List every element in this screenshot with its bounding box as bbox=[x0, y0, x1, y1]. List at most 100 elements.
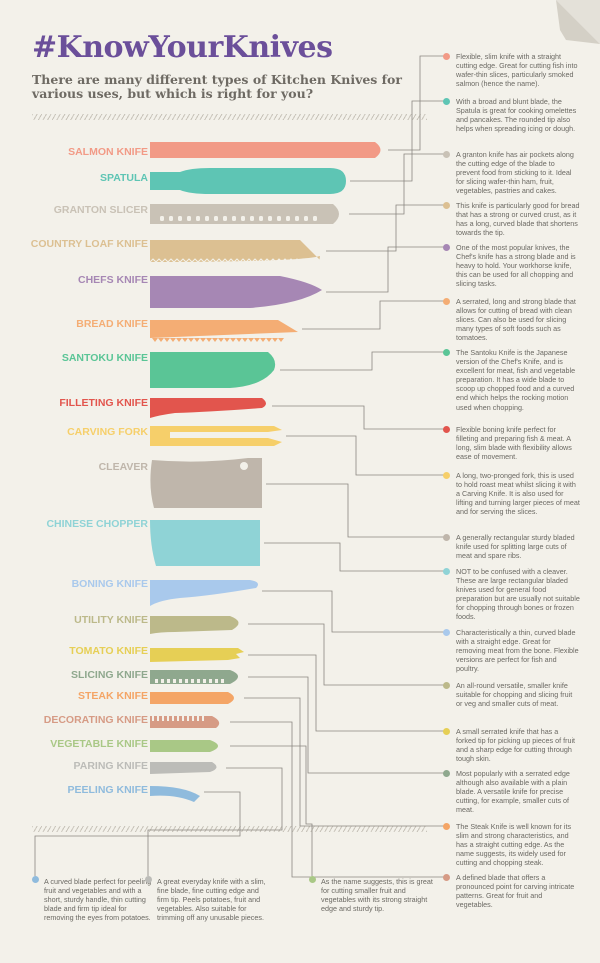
connector-line bbox=[388, 55, 444, 151]
knife-description: A defined blade that offers a pronounced… bbox=[456, 873, 575, 910]
connector-line bbox=[262, 590, 444, 633]
utility-knife-shape bbox=[150, 616, 239, 634]
connector-line bbox=[230, 721, 444, 878]
knife-description: The Santoku Knife is the Japanese versio… bbox=[456, 348, 576, 412]
boning-knife-shape bbox=[150, 580, 258, 606]
peeling-knife-shape bbox=[150, 786, 200, 802]
knife-description: One of the most popular knives, the Chef… bbox=[456, 243, 576, 289]
decorating-knife-shape bbox=[150, 716, 220, 728]
knife-label-country-loaf-knife: COUNTRY LOAF KNIFE bbox=[30, 238, 148, 250]
knife-description: A long, two-pronged fork, this is used t… bbox=[456, 471, 580, 517]
connector-line bbox=[248, 676, 444, 774]
knife-description: A granton knife has air pockets along th… bbox=[456, 150, 574, 196]
knife-description: The Steak Knife is well known for its sl… bbox=[456, 822, 572, 868]
knife-description: A generally rectangular sturdy bladed kn… bbox=[456, 533, 575, 561]
steak-knife-shape bbox=[150, 692, 234, 704]
knife-description: A small serrated knife that has a forked… bbox=[456, 727, 576, 764]
description-dot bbox=[443, 874, 450, 881]
connector-line bbox=[244, 697, 444, 827]
country-loaf-knife-shape bbox=[149, 240, 320, 263]
knife-label-chefs-knife: CHEFS KNIFE bbox=[77, 274, 148, 286]
description-dot bbox=[309, 876, 316, 883]
connector-line bbox=[147, 767, 283, 876]
knife-label-filleting-knife: FILLETING KNIFE bbox=[59, 397, 148, 409]
divider-bottom bbox=[32, 826, 427, 832]
description-dot bbox=[32, 876, 39, 883]
connector-line bbox=[266, 483, 444, 538]
description-dot bbox=[145, 876, 152, 883]
description-dot bbox=[443, 568, 450, 575]
carving-fork-shape bbox=[150, 426, 282, 446]
santoku-knife-shape bbox=[150, 352, 276, 388]
knife-label-tomato-knife: TOMATO KNIFE bbox=[69, 645, 148, 657]
connector-line bbox=[302, 300, 444, 330]
knife-description: NOT to be confused with a cleaver. These… bbox=[456, 567, 580, 622]
connector-line bbox=[230, 745, 313, 876]
knife-description: Most popularly with a serrated edge alth… bbox=[456, 769, 570, 815]
description-dot bbox=[443, 770, 450, 777]
knife-description: A serrated, long and strong blade that a… bbox=[456, 297, 576, 343]
bread-knife-shape bbox=[150, 320, 298, 342]
connector-line bbox=[349, 153, 444, 215]
knife-label-salmon-knife: SALMON KNIFE bbox=[68, 146, 148, 158]
knife-description: Characteristically a thin, curved blade … bbox=[456, 628, 579, 674]
description-dot bbox=[443, 629, 450, 636]
description-dot bbox=[443, 98, 450, 105]
divider-left bbox=[32, 114, 427, 120]
tomato-knife-shape bbox=[150, 648, 244, 662]
connector-line bbox=[272, 405, 444, 430]
vegetable-knife-shape bbox=[150, 740, 218, 752]
page-subtitle: There are many different types of Kitche… bbox=[32, 72, 402, 101]
knife-label-utility-knife: UTILITY KNIFE bbox=[74, 614, 148, 626]
knife-description: Flexible boning knife perfect for fillet… bbox=[456, 425, 572, 462]
connector-line bbox=[280, 351, 444, 371]
knife-label-spatula: SPATULA bbox=[99, 172, 148, 184]
knife-label-granton-slicer: GRANTON SLICER bbox=[53, 204, 148, 216]
knife-label-vegetable-knife: VEGETABLE KNIFE bbox=[50, 738, 148, 750]
description-dot bbox=[443, 426, 450, 433]
connector-line bbox=[34, 791, 241, 876]
description-dot bbox=[443, 202, 450, 209]
salmon-knife-shape bbox=[150, 142, 381, 158]
slicing-knife-shape bbox=[150, 670, 238, 684]
cleaver-shape bbox=[150, 458, 262, 508]
knife-description: A great everyday knife with a slim, fine… bbox=[157, 877, 266, 923]
description-dot bbox=[443, 151, 450, 158]
knife-description: As the name suggests, this is great for … bbox=[321, 877, 433, 914]
paring-knife-shape bbox=[150, 762, 217, 774]
description-dot bbox=[443, 349, 450, 356]
description-dot bbox=[443, 534, 450, 541]
knife-label-cleaver: CLEAVER bbox=[98, 461, 148, 473]
knife-label-carving-fork: CARVING FORK bbox=[67, 426, 148, 438]
page-fold-corner bbox=[556, 0, 600, 44]
knife-description: With a broad and blunt blade, the Spatul… bbox=[456, 97, 577, 134]
connector-line bbox=[286, 435, 444, 476]
description-dot bbox=[443, 472, 450, 479]
knife-label-decorating-knife: DECORATING KNIFE bbox=[43, 714, 148, 726]
knife-description: A curved blade perfect for peeling fruit… bbox=[44, 877, 152, 923]
spatula-shape bbox=[150, 168, 346, 194]
description-dot bbox=[443, 823, 450, 830]
knife-description: Flexible, slim knife with a straight cut… bbox=[456, 52, 578, 89]
connector-line bbox=[326, 246, 444, 293]
knife-label-paring-knife: PARING KNIFE bbox=[73, 760, 148, 772]
knife-label-bread-knife: BREAD KNIFE bbox=[76, 318, 148, 330]
knife-label-slicing-knife: SLICING KNIFE bbox=[70, 669, 148, 681]
description-dot bbox=[443, 728, 450, 735]
description-dot bbox=[443, 53, 450, 60]
filleting-knife-shape bbox=[150, 398, 266, 418]
connector-line bbox=[326, 204, 444, 252]
knife-label-peeling-knife: PEELING KNIFE bbox=[67, 784, 148, 796]
knife-description: An all-round versatile, smaller knife su… bbox=[456, 681, 573, 709]
description-dot bbox=[443, 298, 450, 305]
connector-line bbox=[350, 100, 444, 182]
knife-label-santoku-knife: SANTOKU KNIFE bbox=[61, 352, 148, 364]
knife-label-chinese-chopper: CHINESE CHOPPER bbox=[46, 518, 148, 530]
page-title: #KnowYourKnives bbox=[32, 30, 333, 65]
connector-line bbox=[248, 654, 444, 732]
chefs-knife-shape bbox=[150, 276, 322, 308]
knife-description: This knife is particularly good for brea… bbox=[456, 201, 580, 238]
connector-line bbox=[264, 542, 444, 572]
